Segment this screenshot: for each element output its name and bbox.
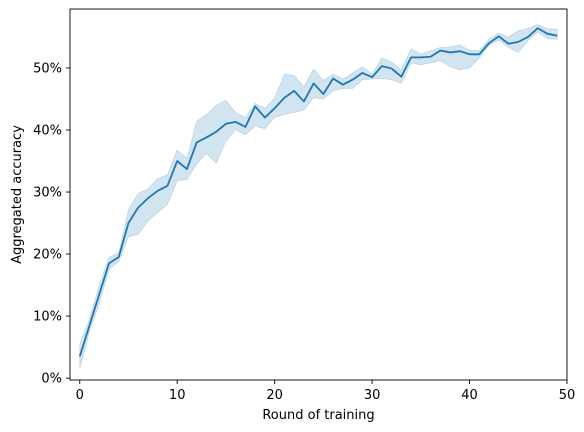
confidence-band xyxy=(79,24,558,369)
y-axis: 0% 10% 20% 30% 40% 50% xyxy=(33,61,70,387)
x-axis-label: Round of training xyxy=(262,408,374,423)
y-axis-label: Aggregated accuracy xyxy=(10,125,25,264)
y-tick-label: 40% xyxy=(33,123,62,138)
x-tick-label: 10 xyxy=(169,388,186,403)
x-tick-label: 0 xyxy=(76,388,84,403)
y-tick-label: 20% xyxy=(33,248,62,263)
x-axis: 0 10 20 30 40 50 xyxy=(76,380,576,403)
x-tick-label: 50 xyxy=(559,388,576,403)
plot-area xyxy=(78,24,558,369)
mean-line xyxy=(78,27,558,357)
x-tick-label: 40 xyxy=(461,388,478,403)
y-tick-label: 30% xyxy=(33,186,62,201)
plot-frame xyxy=(69,8,568,381)
y-tick-label: 10% xyxy=(33,310,62,325)
x-tick-label: 20 xyxy=(266,388,283,403)
y-tick-label: 0% xyxy=(41,372,62,387)
x-tick-label: 30 xyxy=(364,388,381,403)
y-tick-label: 50% xyxy=(33,61,62,76)
